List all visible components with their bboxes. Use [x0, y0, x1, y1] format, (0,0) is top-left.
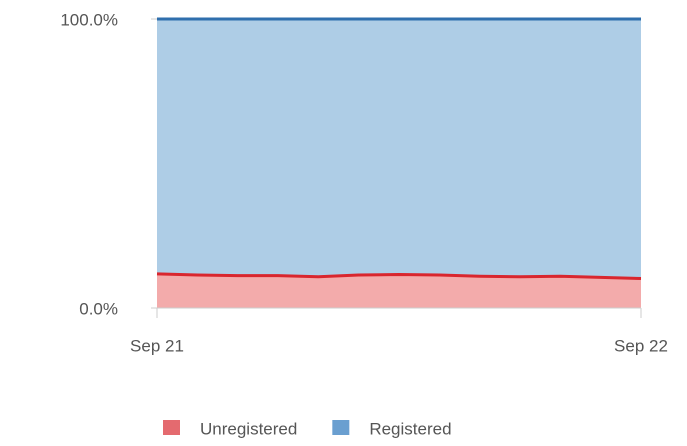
- legend-swatch: [332, 420, 350, 435]
- line: [156, 272, 642, 281]
- area: [157, 19, 641, 279]
- legend-label: Unregistered: [200, 419, 297, 438]
- x-tick-label: Sep 22: [614, 336, 668, 355]
- x-tick-label: Sep 21: [130, 336, 184, 355]
- legend-label: Registered: [369, 419, 451, 438]
- y-tick-label: 0.0%: [79, 299, 118, 318]
- y-tick-label: 100.0%: [60, 10, 118, 29]
- legend-swatch: [163, 420, 180, 435]
- area: [157, 273, 641, 308]
